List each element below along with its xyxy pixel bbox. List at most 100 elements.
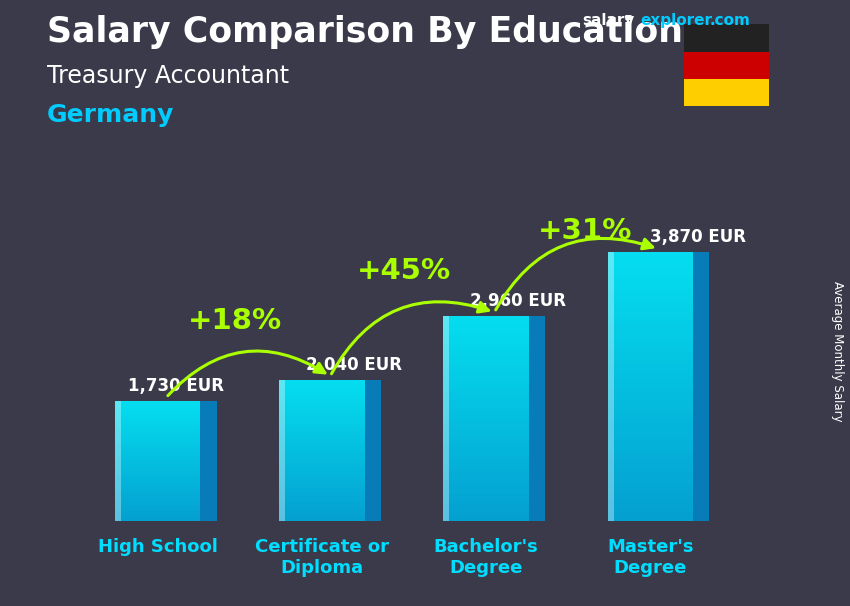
Bar xyxy=(608,253,693,257)
FancyArrowPatch shape xyxy=(167,351,325,396)
Bar xyxy=(115,425,201,427)
Bar xyxy=(115,401,201,403)
Bar xyxy=(608,382,693,387)
Bar xyxy=(280,418,365,419)
Bar xyxy=(444,442,529,446)
Bar xyxy=(280,484,365,486)
Bar xyxy=(280,458,365,460)
Bar xyxy=(444,384,529,388)
Bar xyxy=(280,511,365,514)
Bar xyxy=(444,477,529,480)
Bar xyxy=(608,463,693,467)
Bar xyxy=(608,324,693,328)
Bar xyxy=(608,499,693,503)
Bar xyxy=(444,364,529,367)
Text: Germany: Germany xyxy=(47,103,174,127)
Bar xyxy=(115,499,201,501)
Bar xyxy=(115,507,201,509)
Bar xyxy=(608,297,693,302)
Bar xyxy=(444,501,529,504)
Text: 3,870 EUR: 3,870 EUR xyxy=(650,228,746,247)
Bar xyxy=(280,488,365,490)
Bar xyxy=(608,503,693,508)
Bar xyxy=(280,391,365,394)
Bar xyxy=(280,448,365,450)
Bar xyxy=(115,423,201,425)
Bar xyxy=(280,443,365,445)
Bar xyxy=(115,481,201,483)
Bar xyxy=(444,336,529,339)
Bar xyxy=(115,459,201,461)
Text: 2,960 EUR: 2,960 EUR xyxy=(470,291,566,310)
Bar xyxy=(444,449,529,453)
Bar xyxy=(444,518,529,521)
Bar xyxy=(608,319,693,324)
Bar xyxy=(444,378,529,381)
Bar xyxy=(444,391,529,395)
Text: .com: .com xyxy=(710,13,751,28)
Bar xyxy=(115,453,201,455)
Bar xyxy=(444,490,529,494)
Text: Average Monthly Salary: Average Monthly Salary xyxy=(830,281,844,422)
Bar xyxy=(115,475,201,477)
Bar xyxy=(280,413,365,415)
Bar xyxy=(280,493,365,495)
Bar xyxy=(280,467,365,469)
Bar xyxy=(115,417,201,419)
Text: Treasury Accountant: Treasury Accountant xyxy=(47,64,289,88)
Bar xyxy=(115,433,201,435)
Bar xyxy=(444,360,529,364)
Bar xyxy=(608,472,693,476)
Bar xyxy=(280,464,365,467)
Bar xyxy=(608,400,693,405)
Bar xyxy=(608,436,693,441)
Bar xyxy=(608,266,693,270)
Bar xyxy=(115,431,201,433)
Bar xyxy=(444,439,529,442)
Bar xyxy=(608,445,693,450)
Bar xyxy=(280,410,365,413)
Bar xyxy=(444,326,529,329)
Bar xyxy=(444,487,529,490)
Bar xyxy=(115,407,201,409)
Bar xyxy=(115,443,201,445)
Bar xyxy=(608,333,693,338)
Bar xyxy=(444,484,529,487)
Bar xyxy=(608,315,693,319)
Bar xyxy=(444,470,529,473)
Bar xyxy=(115,429,201,431)
Bar xyxy=(280,516,365,519)
Bar xyxy=(444,357,529,360)
Bar xyxy=(444,408,529,411)
Bar xyxy=(444,514,529,518)
Bar xyxy=(115,491,201,493)
Bar xyxy=(608,467,693,472)
Bar xyxy=(608,391,693,396)
Bar xyxy=(115,441,201,443)
Bar xyxy=(608,288,693,293)
Bar xyxy=(115,461,201,463)
Bar xyxy=(115,467,201,469)
Bar xyxy=(280,498,365,500)
Text: +45%: +45% xyxy=(357,257,451,285)
Bar xyxy=(115,421,201,423)
Bar xyxy=(280,445,365,448)
Bar xyxy=(280,479,365,481)
Text: +18%: +18% xyxy=(188,307,282,335)
Bar xyxy=(280,405,365,408)
Bar xyxy=(444,339,529,343)
Bar xyxy=(444,343,529,347)
Bar xyxy=(280,379,365,382)
Bar xyxy=(444,401,529,405)
Bar xyxy=(280,387,365,389)
Bar xyxy=(444,425,529,428)
Bar xyxy=(444,329,529,333)
Bar xyxy=(115,515,201,517)
Bar xyxy=(444,432,529,436)
Bar xyxy=(115,435,201,437)
Bar xyxy=(444,381,529,384)
Bar xyxy=(608,508,693,512)
Bar xyxy=(444,398,529,401)
Bar xyxy=(280,424,365,427)
Bar xyxy=(608,414,693,418)
